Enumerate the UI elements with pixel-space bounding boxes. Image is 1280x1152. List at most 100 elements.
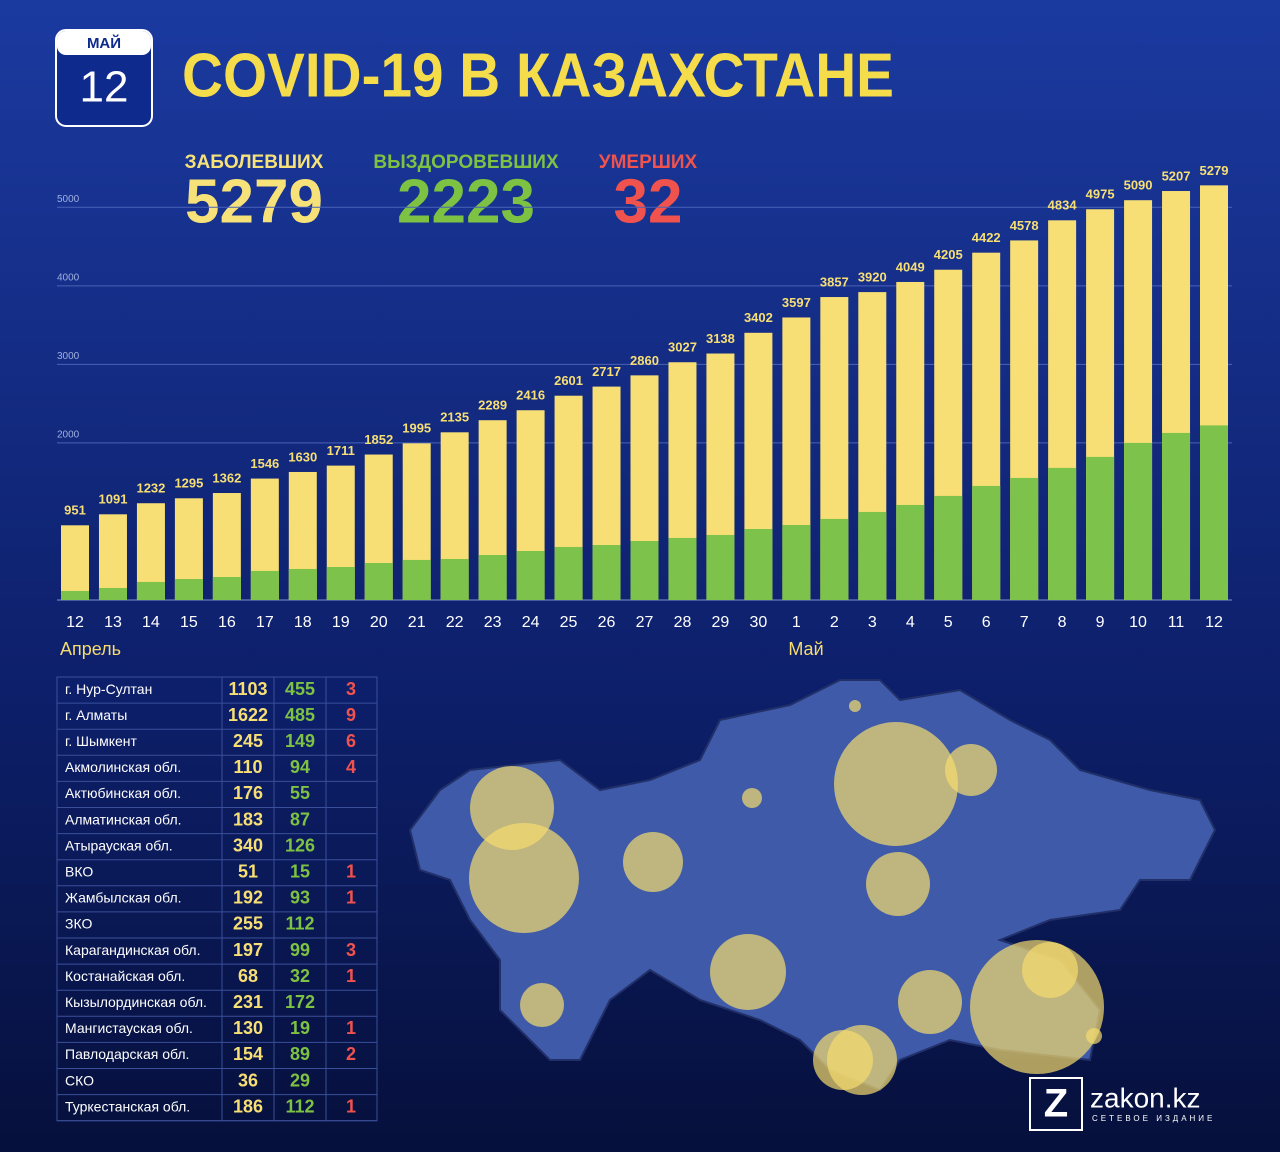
table-value: 93 [290, 888, 310, 908]
x-tick-label: 17 [256, 614, 274, 631]
region-name: Кызылординская обл. [65, 994, 207, 1010]
map [408, 679, 1217, 1095]
bar [744, 528, 773, 600]
table-value: 3 [346, 679, 356, 699]
bar [1200, 425, 1228, 600]
region-name: Актюбинская обл. [65, 785, 181, 801]
table-value: 2 [346, 1044, 356, 1064]
region-name: Карагандинская обл. [65, 942, 200, 958]
region-name: Атырауская обл. [65, 837, 173, 853]
y-tick-label: 3000 [57, 351, 80, 362]
x-tick-label: 13 [104, 614, 122, 631]
y-tick-label: 4000 [57, 272, 80, 283]
x-tick-label: 9 [1096, 614, 1105, 631]
region-name: Жамбылская обл. [65, 890, 182, 906]
region-circles [469, 700, 1104, 1095]
value-label: 5207 [1162, 168, 1191, 183]
summary-label: ЗАБОЛЕВШИХ [185, 152, 324, 173]
value-label: 1295 [174, 476, 203, 491]
x-tick-label: 12 [66, 614, 84, 631]
bar [592, 545, 621, 600]
value-label: 4049 [896, 259, 925, 274]
table-value: 112 [285, 1096, 314, 1116]
x-tick-label: 25 [560, 614, 578, 631]
table-value: 126 [285, 835, 315, 855]
bar [1086, 456, 1115, 600]
table-value: 130 [233, 1018, 263, 1038]
x-tick-label: 4 [906, 614, 915, 631]
value-label: 3920 [858, 270, 887, 285]
table-value: 245 [233, 731, 263, 751]
region-name: г. Алматы [65, 707, 127, 723]
value-label: 4422 [972, 230, 1001, 245]
bar [174, 579, 203, 600]
bar [820, 518, 849, 600]
value-label: 2860 [630, 353, 659, 368]
x-tick-label: 18 [294, 614, 312, 631]
table-value: 99 [290, 940, 310, 960]
summary-value: 2223 [397, 167, 535, 236]
table-value: 192 [233, 888, 263, 908]
table-value: 255 [233, 914, 263, 934]
badge-month: МАЙ [87, 34, 121, 52]
table-value: 36 [238, 1070, 258, 1090]
table-value: 455 [285, 679, 315, 699]
month-label: Апрель [60, 639, 121, 659]
y-tick-label: 5000 [57, 194, 80, 205]
bar [1162, 432, 1191, 600]
bar [668, 537, 697, 600]
table-value: 110 [233, 757, 262, 777]
table-value: 231 [233, 992, 263, 1012]
table-value: 1 [346, 1018, 356, 1038]
x-tick-label: 6 [982, 614, 991, 631]
bar [326, 567, 355, 600]
value-label: 1995 [402, 421, 431, 436]
x-tick-label: 5 [944, 614, 953, 631]
value-label: 4975 [1086, 187, 1115, 202]
table-value: 3 [346, 940, 356, 960]
table-value: 87 [290, 809, 310, 829]
region-name: Туркестанская обл. [65, 1098, 190, 1114]
value-label: 1232 [136, 481, 165, 496]
bar [554, 546, 583, 600]
bar [782, 524, 811, 600]
bar [516, 550, 545, 600]
value-label: 3857 [820, 274, 849, 289]
value-label: 3402 [744, 310, 773, 325]
x-tick-label: 23 [484, 614, 502, 631]
region-name: ЗКО [65, 916, 92, 932]
bar [896, 504, 925, 600]
region-name: Акмолинская обл. [65, 759, 181, 775]
bar [98, 587, 127, 600]
value-label: 1852 [364, 432, 393, 447]
x-tick-label: 3 [868, 614, 877, 631]
value-label: 1711 [327, 443, 355, 458]
summary-value: 32 [614, 167, 683, 236]
value-label: 2289 [478, 398, 507, 413]
region-name: Павлодарская обл. [65, 1046, 189, 1062]
bar [288, 568, 317, 600]
table-value: 4 [346, 757, 356, 777]
x-tick-label: 29 [712, 614, 730, 631]
table-value: 1 [346, 862, 356, 882]
value-label: 1630 [288, 449, 317, 464]
bar [478, 554, 507, 600]
x-tick-label: 12 [1205, 614, 1223, 631]
table-value: 340 [233, 835, 263, 855]
value-label: 5279 [1200, 163, 1229, 178]
table-value: 183 [233, 809, 263, 829]
badge-day: 12 [80, 63, 129, 112]
value-label: 2717 [592, 364, 621, 379]
table-value: 1622 [228, 705, 268, 725]
x-tick-label: 28 [674, 614, 692, 631]
bar [61, 590, 89, 600]
title: COVID-19 В КАЗАХСТАНЕ [182, 41, 894, 110]
table-value: 186 [233, 1096, 263, 1116]
x-tick-label: 30 [750, 614, 768, 631]
table-value: 172 [285, 992, 315, 1012]
x-tick-label: 24 [522, 614, 540, 631]
table-value: 32 [290, 966, 310, 986]
bar [1124, 442, 1153, 600]
region-name: Мангистауская обл. [65, 1020, 193, 1036]
